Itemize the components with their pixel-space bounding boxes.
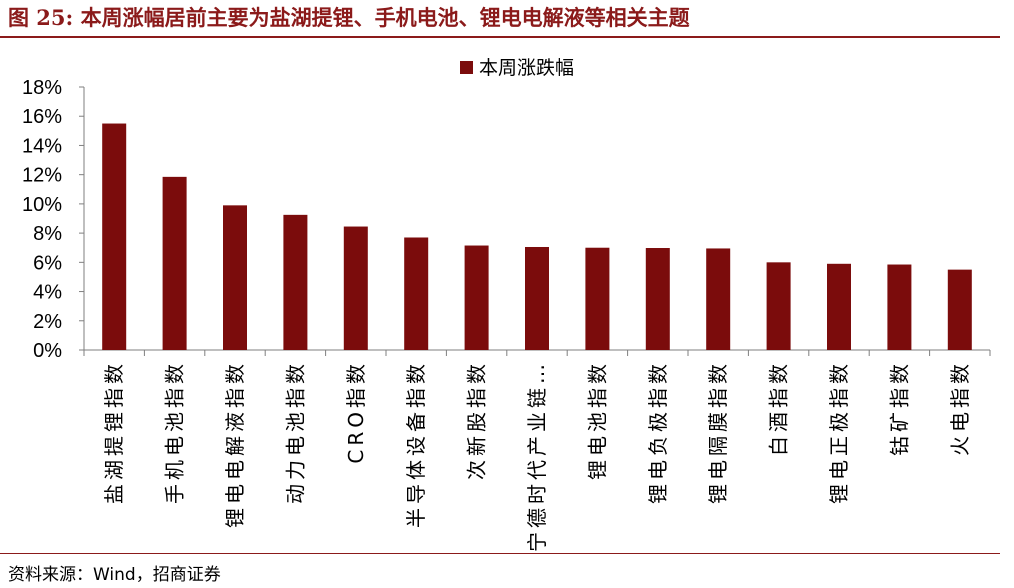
- y-tick-label: 18%: [22, 77, 62, 99]
- bar: [525, 246, 549, 350]
- bar: [223, 205, 247, 350]
- y-tick-label: 6%: [33, 252, 62, 274]
- x-category-label: 半导体设备指数: [404, 360, 428, 528]
- legend-swatch: [460, 61, 473, 74]
- y-tick-label: 14%: [22, 135, 62, 157]
- x-category-label: CRO指数: [344, 360, 368, 464]
- bar: [162, 176, 187, 350]
- y-tick-label: 4%: [33, 282, 62, 304]
- figure-title: 图 25: 本周涨幅居前主要为盐湖提锂、手机电池、锂电电解液等相关主题: [8, 5, 690, 30]
- bar: [585, 247, 610, 350]
- x-category-label: 锂电负极指数: [646, 360, 670, 504]
- x-category-label: 火电指数: [948, 360, 972, 456]
- x-category-label: 白酒指数: [767, 360, 791, 456]
- bar: [766, 262, 791, 350]
- x-category-label: 盐湖提锂指数: [102, 360, 126, 504]
- source-rule: [0, 553, 1000, 554]
- bar: [947, 269, 972, 350]
- source-note: 资料来源：Wind，招商证券: [8, 565, 221, 585]
- x-category-label: 次新股指数: [465, 360, 489, 480]
- bar: [827, 263, 851, 350]
- bar: [404, 237, 429, 350]
- x-category-label: 宁德时代产业链…: [525, 360, 549, 552]
- bar: [343, 226, 368, 350]
- bar: [887, 264, 912, 350]
- y-tick-label: 10%: [22, 194, 62, 216]
- x-category-label: 锂电正极指数: [827, 360, 851, 504]
- y-tick-label: 12%: [22, 165, 62, 187]
- bar: [102, 123, 127, 351]
- legend-label: 本周涨跌幅: [479, 57, 574, 79]
- x-category-label: 锂电隔膜指数: [706, 360, 730, 504]
- y-tick-label: 8%: [33, 223, 62, 245]
- bar: [464, 245, 489, 350]
- y-tick-label: 16%: [22, 106, 62, 128]
- y-tick-label: 0%: [33, 340, 62, 362]
- x-category-label: 锂电池指数: [585, 360, 609, 480]
- bar: [706, 248, 731, 350]
- y-tick-label: 2%: [33, 311, 62, 333]
- title-rule: [0, 36, 1000, 38]
- x-category-label: 钴矿指数: [887, 360, 911, 456]
- bar: [283, 214, 308, 350]
- x-category-label: 动力电池指数: [283, 360, 307, 504]
- x-category-label: 锂电电解液指数: [223, 360, 247, 528]
- bar: [645, 248, 670, 350]
- x-category-label: 手机电池指数: [163, 360, 187, 504]
